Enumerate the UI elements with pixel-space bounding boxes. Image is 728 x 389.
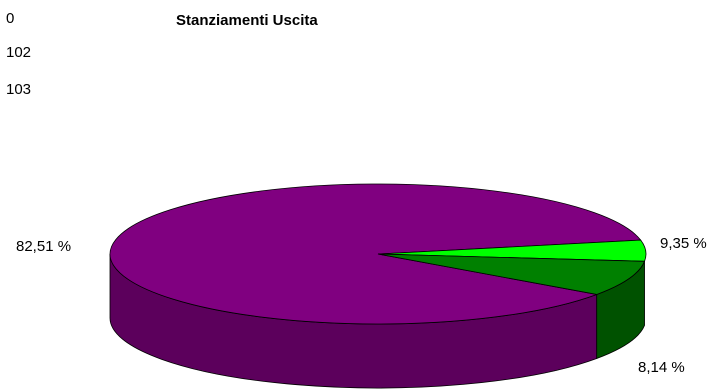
slice-label-1: 9,35 %	[660, 235, 707, 252]
legend-label-2: 103	[6, 81, 32, 98]
slice-label-0: 82,51 %	[16, 238, 72, 255]
legend-label-0: 0	[6, 10, 15, 27]
slice-top-0	[109, 183, 642, 325]
slice-top-2	[377, 253, 646, 295]
chart-title: Stanziamenti Uscita	[176, 12, 318, 29]
slice-label-2: 8,14 %	[638, 359, 685, 376]
legend-label-1: 102	[6, 44, 32, 61]
